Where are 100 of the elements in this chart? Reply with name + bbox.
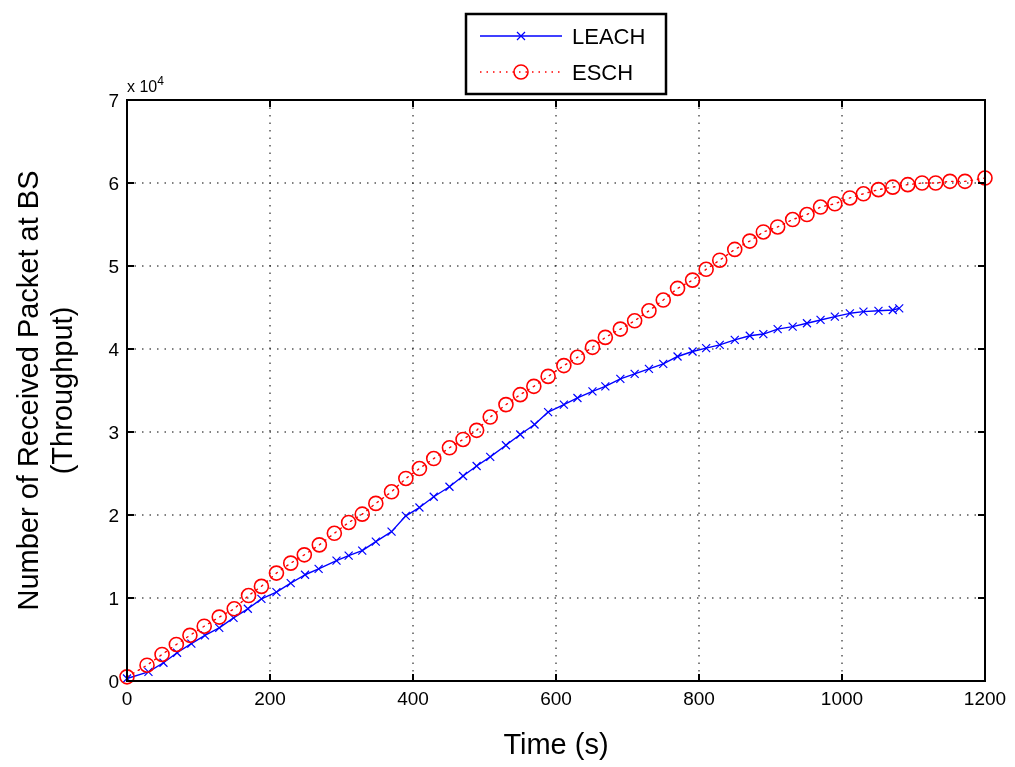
point [615,374,625,384]
y-tick-label: 2 [108,505,119,526]
point [730,335,740,345]
point [143,667,154,677]
point [172,648,182,658]
y-tick-label: 6 [108,173,119,194]
point [672,351,683,362]
point [784,211,801,228]
y-tick-label: 1 [108,588,119,609]
point [830,312,840,322]
point [411,460,428,477]
x-tick-label: 800 [683,688,715,709]
point [687,346,698,357]
text: x 10$^{4}$ [127,74,165,95]
legend-label: LEACH [572,24,646,49]
point [529,419,540,430]
point [701,343,711,353]
point [855,185,872,202]
point [845,308,855,318]
point [569,349,586,366]
point [842,190,858,206]
point [472,461,482,471]
point [296,547,313,563]
point [587,386,598,396]
x-tick-label: 200 [254,688,286,709]
point [957,173,973,190]
point [815,315,826,325]
point [268,565,285,581]
point [455,431,471,448]
point [870,181,887,198]
point [858,307,869,317]
point [354,506,371,522]
point [644,364,654,374]
point [641,303,657,319]
point [515,429,525,440]
x-axis-title: Time (s) [503,728,609,760]
point [368,495,384,512]
point [441,439,458,456]
point [942,173,958,190]
y-tick-label: 5 [108,256,119,277]
point [827,195,843,212]
point [658,359,668,369]
point [540,368,556,385]
x-tick-label: 1200 [963,688,1007,709]
point [773,324,783,334]
point [572,393,583,403]
point [458,471,468,481]
point [612,321,629,337]
point [914,175,930,191]
point [684,272,701,288]
point [200,630,210,640]
point [243,604,253,614]
point [383,483,400,500]
point [119,669,135,685]
point [340,514,357,531]
point [414,502,425,513]
point [501,440,511,450]
point [211,609,228,625]
x-tick-label: 600 [540,688,572,709]
point [429,492,439,502]
y-tick-label: 7 [108,90,119,111]
point [556,357,572,374]
legend-label: ESCH [572,60,634,85]
point [745,331,755,341]
point [357,546,367,556]
point [669,280,686,297]
point [755,224,772,240]
point [425,450,442,467]
point [331,556,342,566]
point [526,378,542,395]
point [186,639,196,649]
point [927,175,944,191]
x-tick-label: 400 [397,688,429,709]
point [482,409,499,425]
point [226,600,243,617]
point [884,179,901,195]
point [788,321,798,332]
point [314,564,324,574]
y-tick-label: 4 [108,339,120,360]
point [559,400,569,410]
point [600,381,610,391]
point [468,422,485,439]
point [214,623,224,633]
point [802,318,812,328]
point [597,329,614,346]
point [444,482,455,492]
point [168,636,185,653]
point [741,233,758,249]
point [873,306,884,316]
y-tick-label: 0 [108,671,119,692]
point [711,252,728,268]
point [158,658,169,668]
point [498,396,514,413]
point [228,613,239,623]
point [311,537,328,553]
point [271,587,282,597]
point [543,407,553,417]
point [512,386,529,403]
point [584,339,601,356]
point [253,578,270,595]
